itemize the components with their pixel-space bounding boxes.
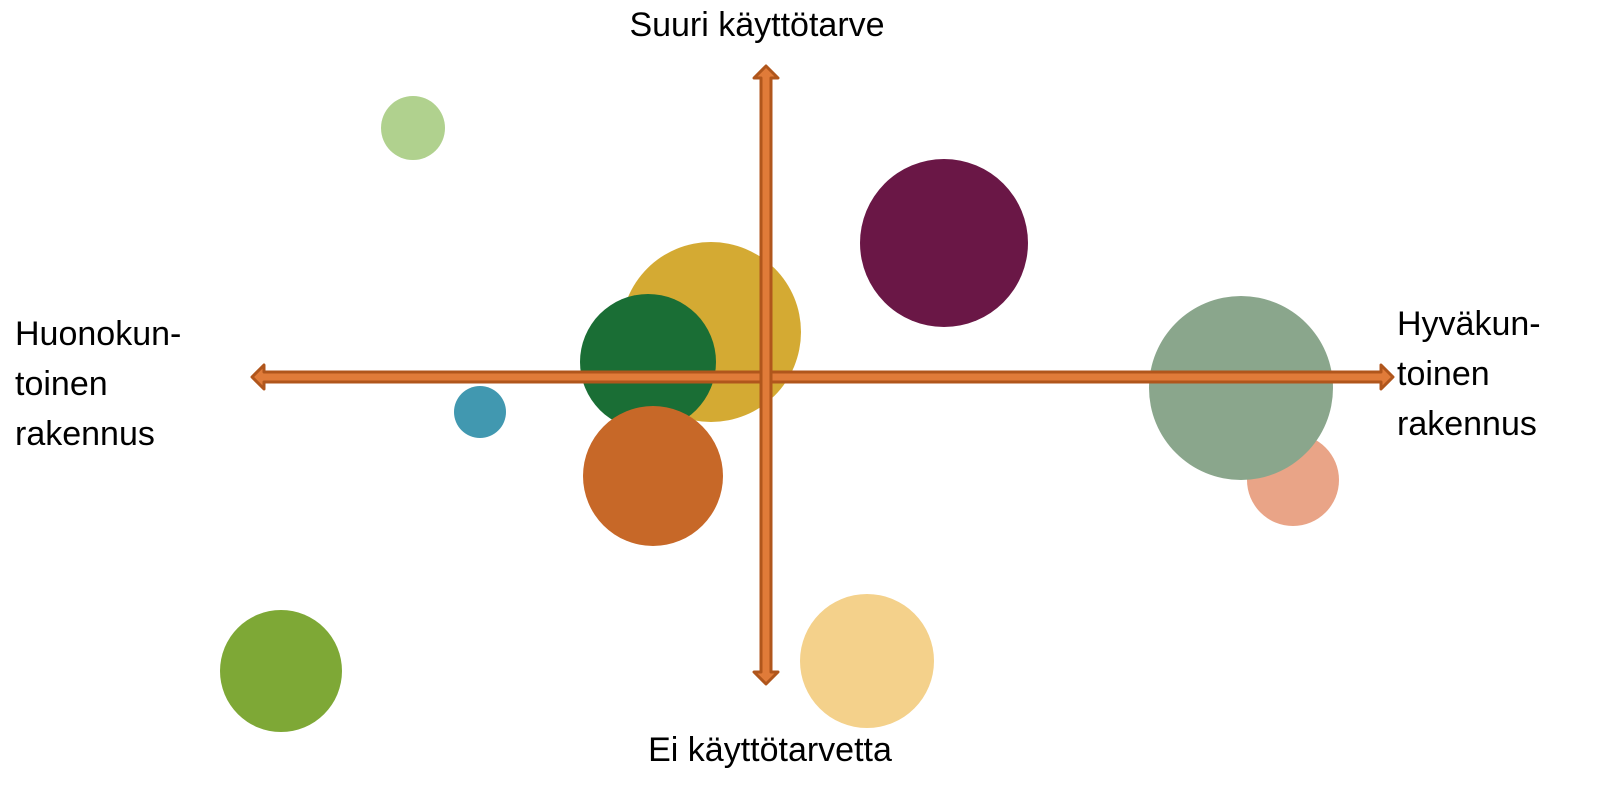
- bubble: [1149, 296, 1333, 480]
- right-label-line: rakennus: [1397, 405, 1537, 443]
- left-label-line: toinen: [15, 365, 108, 403]
- bubble: [580, 294, 716, 430]
- bubble: [583, 406, 723, 546]
- bubble: [454, 386, 506, 438]
- left-label-line: rakennus: [15, 415, 155, 453]
- vertical-arrow: [752, 64, 780, 686]
- bottom-label: Ei käyttötarvetta: [648, 731, 892, 769]
- bubble: [381, 96, 445, 160]
- bubble: [800, 594, 934, 728]
- right-label-line: toinen: [1397, 355, 1490, 393]
- horizontal-arrow: [250, 363, 1395, 391]
- right-label-line: Hyväkun-: [1397, 305, 1541, 343]
- top-label: Suuri käyttötarve: [629, 6, 884, 44]
- axes: [250, 64, 1395, 686]
- bubble: [860, 159, 1028, 327]
- left-label-line: Huonokun-: [15, 315, 181, 353]
- bubble: [220, 610, 342, 732]
- bubbles: [220, 96, 1339, 732]
